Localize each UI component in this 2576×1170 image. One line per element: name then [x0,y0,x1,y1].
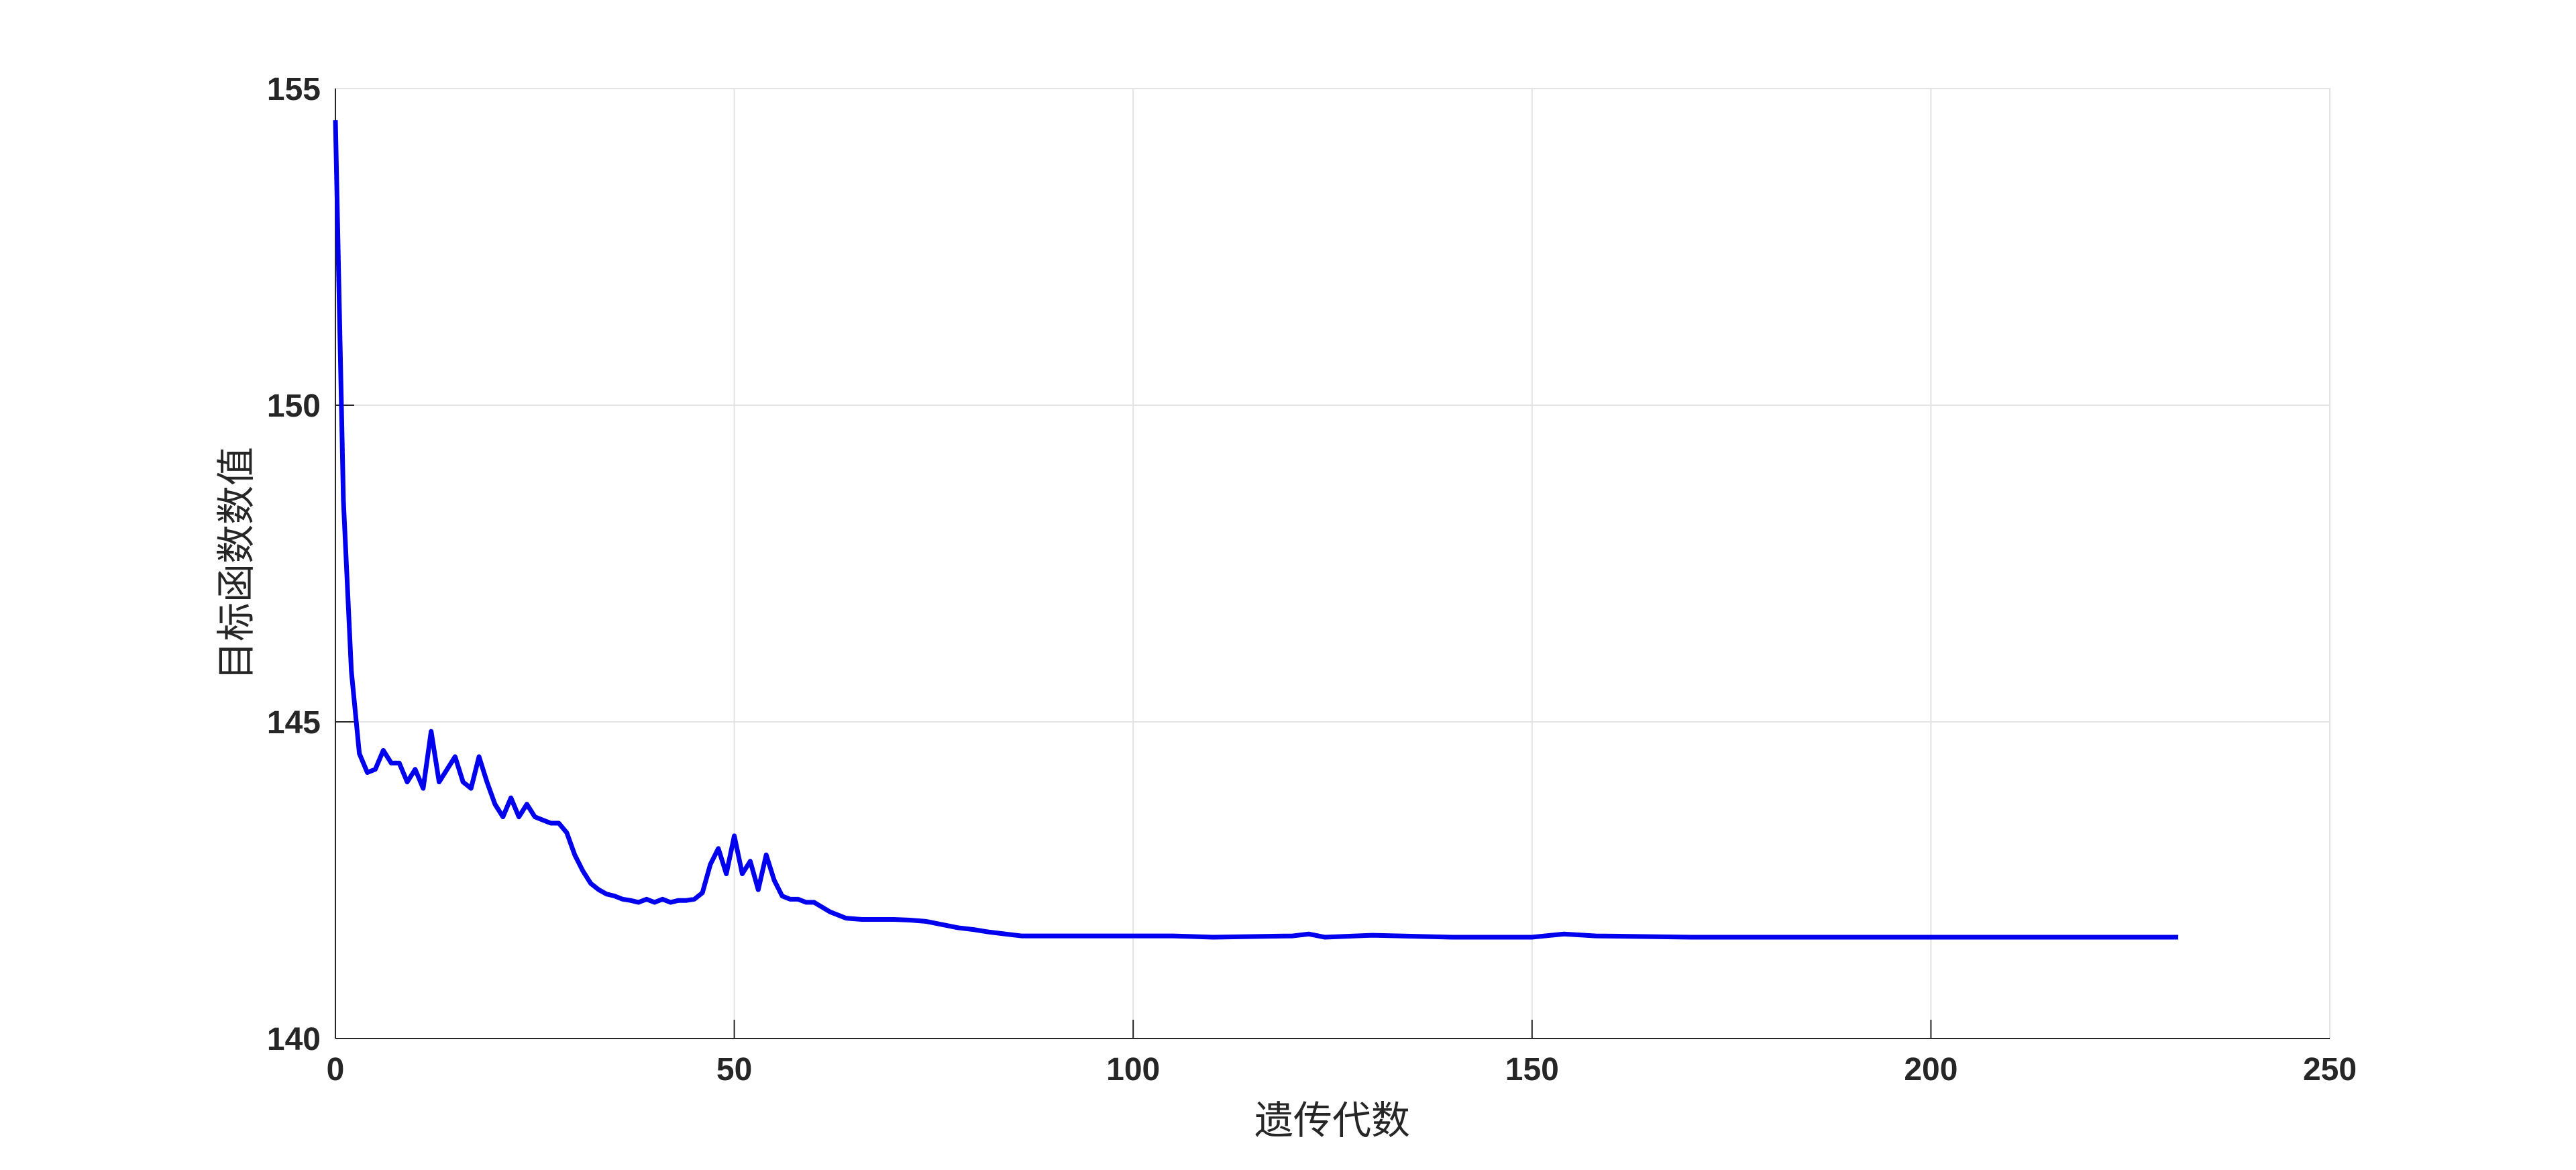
plot-frame [335,88,2330,1039]
x-tick-label: 250 [2303,1052,2357,1087]
y-tick-label: 155 [267,72,321,107]
data-line [333,120,2179,940]
y-tick-label: 145 [267,705,321,741]
y-tick-label: 140 [267,1022,321,1057]
x-tick-label: 200 [1904,1052,1957,1087]
x-tick-label: 50 [716,1052,752,1087]
x-tick-label: 150 [1505,1052,1559,1087]
y-axis-label: 目标函数数值 [215,447,258,680]
x-tick-label: 0 [327,1052,345,1087]
x-tick-label: 100 [1106,1052,1160,1087]
y-tick-label: 150 [267,388,321,424]
x-axis-label: 遗传代数 [1254,1099,1410,1142]
